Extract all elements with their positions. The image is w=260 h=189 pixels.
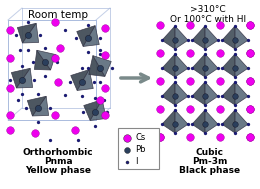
Polygon shape xyxy=(27,96,46,116)
Polygon shape xyxy=(205,82,218,105)
Polygon shape xyxy=(89,56,105,76)
Text: Cubic: Cubic xyxy=(196,148,224,157)
Polygon shape xyxy=(34,50,51,70)
Text: Yellow phase: Yellow phase xyxy=(25,166,91,175)
Polygon shape xyxy=(205,110,218,133)
Text: Pm-3m: Pm-3m xyxy=(192,157,228,166)
Polygon shape xyxy=(175,54,188,77)
Polygon shape xyxy=(235,82,248,105)
Polygon shape xyxy=(192,54,205,77)
Polygon shape xyxy=(90,100,106,120)
FancyBboxPatch shape xyxy=(118,128,159,169)
Polygon shape xyxy=(83,26,99,46)
Polygon shape xyxy=(71,70,89,91)
Polygon shape xyxy=(192,26,205,49)
Polygon shape xyxy=(205,26,218,49)
Polygon shape xyxy=(175,82,188,105)
Polygon shape xyxy=(222,54,235,77)
Polygon shape xyxy=(162,82,175,105)
Polygon shape xyxy=(205,54,218,77)
Polygon shape xyxy=(77,26,95,46)
Polygon shape xyxy=(32,96,49,116)
Text: Pb: Pb xyxy=(135,146,146,154)
Text: Black phase: Black phase xyxy=(179,166,240,175)
Polygon shape xyxy=(93,56,111,76)
Polygon shape xyxy=(162,110,175,133)
Polygon shape xyxy=(222,110,235,133)
Polygon shape xyxy=(235,26,248,49)
Polygon shape xyxy=(22,23,39,43)
Polygon shape xyxy=(162,26,175,49)
Polygon shape xyxy=(162,54,175,77)
Polygon shape xyxy=(16,68,33,88)
Polygon shape xyxy=(222,26,235,49)
Polygon shape xyxy=(175,110,188,133)
Text: Pnma: Pnma xyxy=(44,157,72,166)
Polygon shape xyxy=(84,100,102,120)
Polygon shape xyxy=(37,50,56,70)
Polygon shape xyxy=(235,110,248,133)
Polygon shape xyxy=(77,70,93,91)
Text: Room temp: Room temp xyxy=(28,10,88,20)
Polygon shape xyxy=(17,23,36,43)
Polygon shape xyxy=(222,82,235,105)
Polygon shape xyxy=(11,68,30,88)
Polygon shape xyxy=(235,54,248,77)
Polygon shape xyxy=(175,26,188,49)
Text: I: I xyxy=(135,157,138,167)
Text: >310°C
Or 100°C with HI: >310°C Or 100°C with HI xyxy=(170,5,246,24)
Text: Cs: Cs xyxy=(135,133,145,143)
Polygon shape xyxy=(192,110,205,133)
Polygon shape xyxy=(192,82,205,105)
Text: Orthorhombic: Orthorhombic xyxy=(23,148,93,157)
